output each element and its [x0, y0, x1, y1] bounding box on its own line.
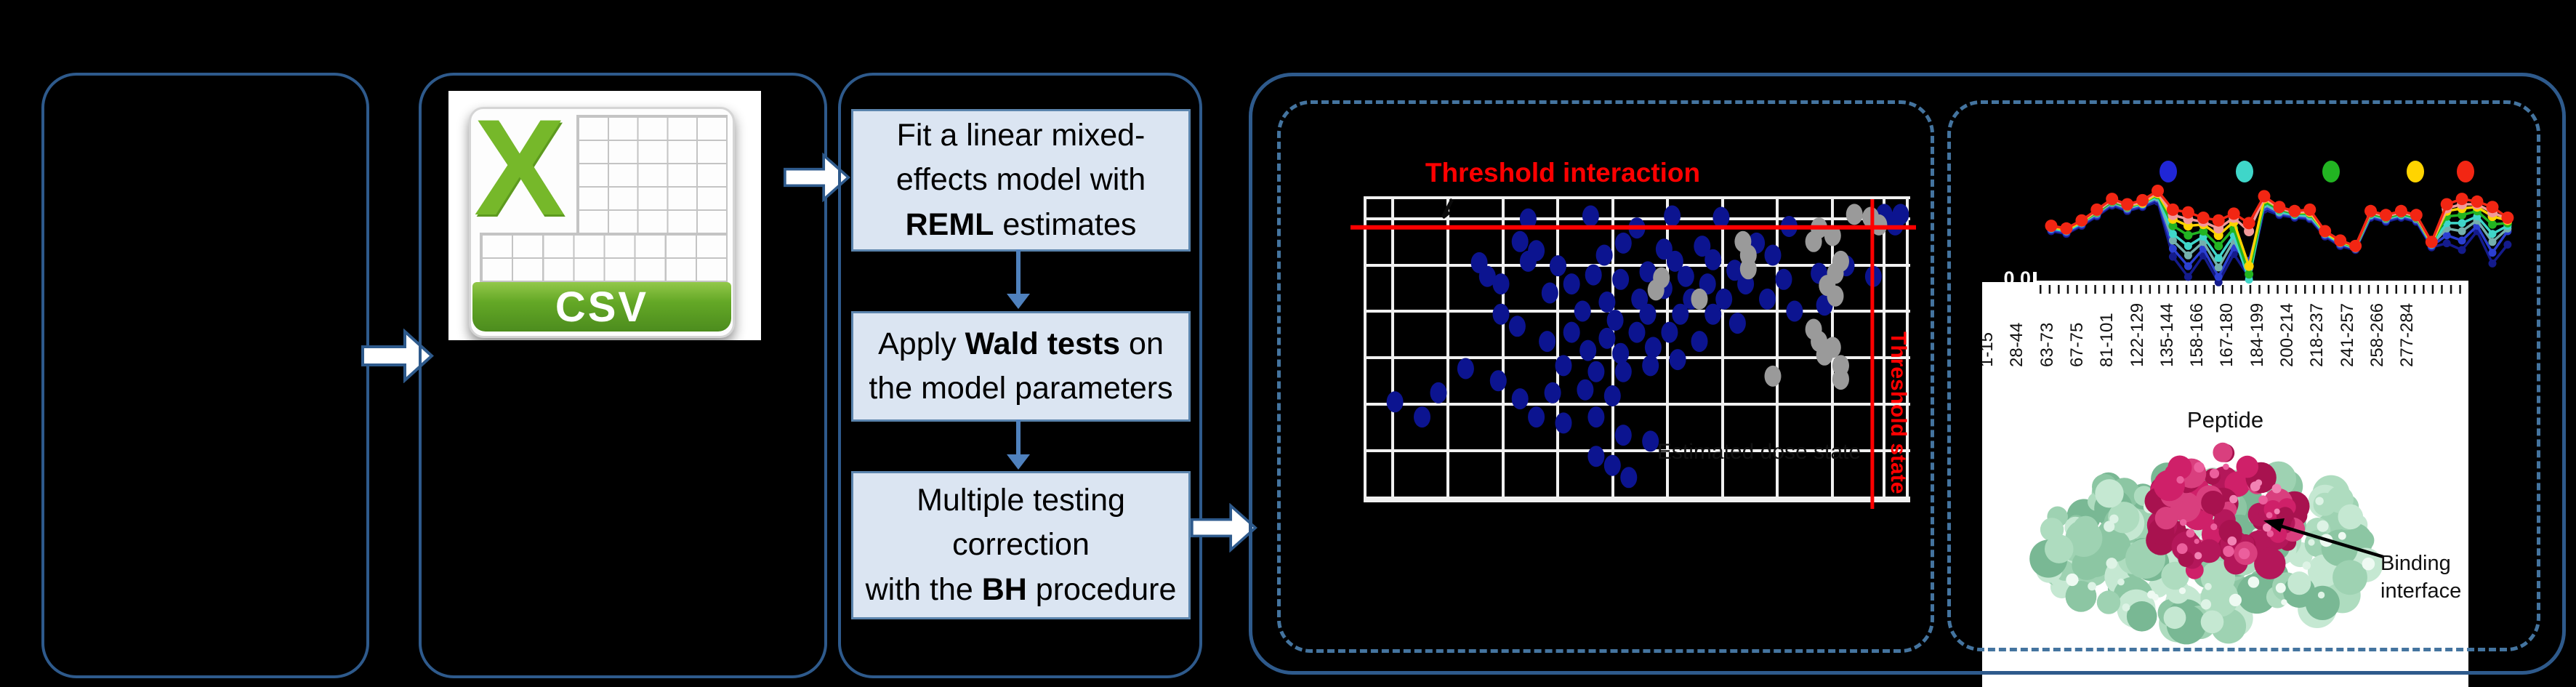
peptide-axis-title: Peptide	[2186, 407, 2264, 433]
excel-x-icon: X	[474, 91, 565, 244]
block-arrow-right-icon	[361, 329, 434, 383]
flow-box-line: Multiple testing	[917, 483, 1125, 518]
csv-file-image: X CSV	[448, 91, 761, 340]
protein-structure-image	[2029, 442, 2384, 645]
flow-box-line: REML estimates	[905, 206, 1137, 242]
block-arrow-right-icon	[1191, 503, 1257, 553]
flow-box-line: with the BH procedure	[865, 571, 1177, 607]
spreadsheet-grid-icon	[576, 115, 728, 234]
uptake-figure-background: 1-15 28-44 63-73 67-75 81-101 122-129 135-144 1…	[1982, 282, 2468, 687]
panel-results	[1249, 73, 2566, 675]
flow-box-line: the model parameters	[869, 371, 1173, 406]
legend-dot-icon	[2407, 161, 2424, 182]
flow-box-reml: Fit a linear mixed-effects model with REM…	[851, 109, 1191, 252]
legend-dot-icon	[2236, 161, 2253, 182]
y-axis-zero-label: 0.0	[2003, 268, 2031, 289]
protein-peptide-surface	[2144, 442, 2310, 579]
threshold-state-label: Threshold state	[1886, 332, 1910, 494]
uptake-series	[2045, 185, 2514, 286]
uptake-line-chart: 0.0	[2003, 161, 2514, 294]
scatter-plot: Estimated dose state Threshold interacti…	[1351, 158, 1916, 509]
flow-box-line: effects model with	[895, 162, 1146, 198]
flow-box-bh: Multiple testing correction with the BH pr…	[851, 471, 1191, 619]
dashed-panel-scatter	[1277, 100, 1934, 653]
dashed-panel-uptake	[1947, 100, 2540, 651]
stray-ink-mark	[1441, 198, 1454, 219]
spreadsheet-grid-icon	[480, 233, 728, 282]
ghost-axis-label: Estimated dose state	[1657, 440, 1861, 464]
legend-dot-icon	[2322, 161, 2340, 182]
block-arrow-right-icon	[784, 153, 850, 202]
panel-statistics	[838, 73, 1202, 678]
scatter-points	[1386, 204, 1909, 489]
flow-box-line: correction	[952, 527, 1090, 563]
timepoint-legend-dots	[2160, 161, 2474, 182]
panel-input	[41, 73, 369, 678]
binding-arrow-head-icon	[2263, 518, 2285, 532]
binding-arrow-line	[2281, 524, 2384, 559]
uptake-series-red	[2045, 185, 2514, 252]
panel-csv	[419, 73, 827, 678]
flow-arrows	[1007, 249, 1030, 470]
legend-dot-icon	[2457, 161, 2474, 182]
legend-dot-icon	[2160, 161, 2177, 182]
scatter-series-non-significant	[1647, 204, 1888, 390]
flow-box-wald: Apply Wald tests on the model parameters	[851, 311, 1191, 422]
csv-card: X CSV	[469, 91, 735, 338]
threshold-interaction-label: Threshold interaction	[1425, 158, 1700, 188]
flow-box-line: Fit a linear mixed-	[896, 118, 1146, 153]
csv-label: CSV	[555, 283, 649, 331]
flow-box-line: Apply Wald tests on	[878, 326, 1164, 361]
binding-interface-label: Binding interface	[2380, 552, 2462, 603]
arrow-down-head-icon	[1007, 294, 1030, 309]
arrow-down-head-icon	[1007, 454, 1030, 470]
csv-band: CSV	[472, 282, 731, 332]
threshold-lines	[1351, 199, 1916, 509]
